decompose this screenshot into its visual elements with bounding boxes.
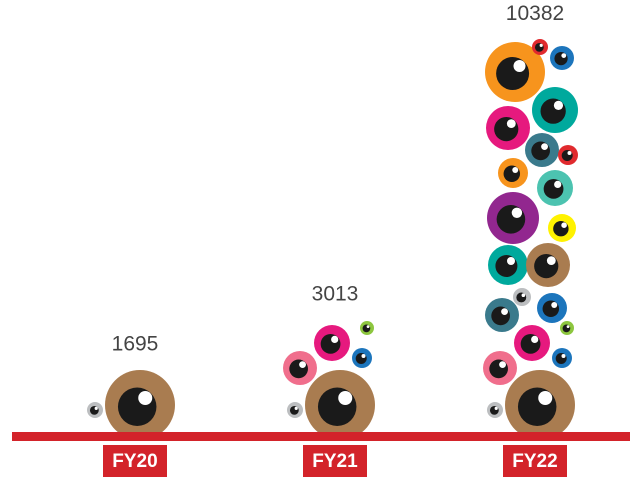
highlight <box>295 407 298 410</box>
baseline <box>12 432 630 441</box>
highlight <box>562 354 566 358</box>
category-label: FY21 <box>312 451 358 472</box>
highlight <box>561 53 566 58</box>
pupil <box>290 406 299 415</box>
pupil <box>489 360 508 379</box>
highlight <box>95 407 98 410</box>
highlight <box>568 151 572 155</box>
pupil <box>490 406 499 415</box>
highlight <box>367 325 370 328</box>
highlight <box>540 44 543 47</box>
pupil <box>534 254 558 278</box>
highlight <box>512 208 522 218</box>
highlight <box>507 257 515 265</box>
pupil <box>554 52 567 65</box>
value-label: 10382 <box>506 2 564 25</box>
highlight <box>362 354 366 358</box>
chart: 1695 3013 10382 FY20 FY21 FY22 <box>0 0 640 477</box>
pupil <box>535 43 544 52</box>
highlight <box>541 143 548 150</box>
highlight <box>531 336 538 343</box>
pupil <box>543 301 560 318</box>
pupil <box>518 388 557 427</box>
highlight <box>538 391 552 405</box>
pupil <box>491 307 510 326</box>
pupil <box>495 255 517 277</box>
pupil <box>541 99 566 124</box>
pupil <box>544 179 564 199</box>
highlight <box>331 336 338 343</box>
pupil <box>516 293 526 303</box>
pupil <box>553 221 568 236</box>
highlight <box>547 256 556 265</box>
category-label: FY22 <box>512 451 557 472</box>
highlight <box>338 391 352 405</box>
eye-stack <box>283 321 375 440</box>
pupil <box>521 334 541 354</box>
highlight <box>522 293 526 297</box>
pupil <box>356 353 367 364</box>
pupil <box>562 150 573 161</box>
pupil <box>363 325 371 333</box>
pupil <box>497 205 526 234</box>
page: 1695301310382FY20FY21FY22 (() => { const… <box>0 0 640 477</box>
value-label: 1695 <box>112 333 159 356</box>
highlight <box>507 119 516 128</box>
highlight <box>561 222 567 228</box>
eye-stack <box>87 370 175 440</box>
highlight <box>495 407 498 410</box>
eye-stack <box>483 39 578 440</box>
highlight <box>551 302 557 308</box>
highlight <box>567 325 570 328</box>
pupil <box>504 166 521 183</box>
value-label: 3013 <box>312 282 359 305</box>
highlight <box>514 60 526 72</box>
highlight <box>554 101 563 110</box>
pupil <box>494 117 518 141</box>
highlight <box>138 391 152 405</box>
highlight <box>299 361 306 368</box>
pupil <box>318 388 357 427</box>
pupil <box>496 57 529 90</box>
highlight <box>554 181 561 188</box>
category-label: FY20 <box>112 451 157 472</box>
pupil <box>90 406 99 415</box>
pupil <box>289 360 308 379</box>
pupil <box>563 325 571 333</box>
highlight <box>501 308 508 315</box>
pupil <box>531 142 550 161</box>
highlight <box>499 361 506 368</box>
pupil <box>321 334 341 354</box>
highlight <box>512 167 518 173</box>
pupil <box>118 388 157 427</box>
pupil <box>556 353 567 364</box>
